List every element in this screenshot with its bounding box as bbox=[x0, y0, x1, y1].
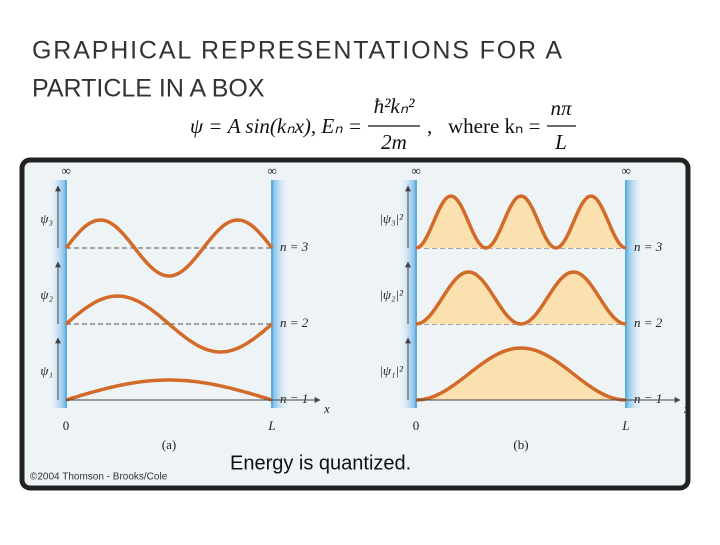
slide-title: GRAPHICAL REPRESENTATIONS FOR A bbox=[32, 37, 562, 65]
probability-area bbox=[416, 196, 626, 248]
y-label: ψ₁ bbox=[40, 363, 53, 378]
y-label: |ψ₃|² bbox=[379, 211, 404, 226]
equation-lhs: ψ = A sin(kₙx), Eₙ = bbox=[190, 114, 362, 138]
end-label: L bbox=[621, 418, 629, 433]
equation-numerator: ħ²kₙ² bbox=[374, 94, 415, 118]
wave-curve bbox=[64, 294, 274, 354]
probability-area bbox=[416, 272, 626, 324]
wave-curve bbox=[415, 270, 627, 326]
y-label: |ψ₁|² bbox=[379, 363, 404, 378]
infinity-label: ∞ bbox=[621, 163, 630, 178]
level-label: n = 1 bbox=[634, 391, 662, 406]
equation-numerator2: nπ bbox=[550, 96, 572, 120]
x-axis-label: x bbox=[323, 401, 330, 416]
y-label: |ψ₂|² bbox=[379, 287, 404, 302]
infinity-label: ∞ bbox=[61, 163, 70, 178]
level-label: n = 1 bbox=[280, 391, 308, 406]
panel-label: (a) bbox=[162, 437, 176, 452]
caption: Energy is quantized. bbox=[230, 452, 411, 474]
x-axis-label: x bbox=[683, 401, 690, 416]
wave-curve bbox=[64, 218, 274, 278]
credit: ©2004 Thomson - Brooks/Cole bbox=[30, 472, 168, 483]
probability-area bbox=[416, 348, 626, 400]
content: GRAPHICAL REPRESENTATIONS FOR A PARTICLE … bbox=[30, 37, 690, 483]
equation-denominator2: L bbox=[554, 130, 567, 154]
level-label: n = 2 bbox=[280, 315, 309, 330]
level-label: n = 2 bbox=[634, 315, 663, 330]
origin-label: 0 bbox=[413, 418, 420, 433]
end-label: L bbox=[267, 418, 275, 433]
wave-curve bbox=[65, 378, 273, 402]
equation-denominator: 2m bbox=[381, 130, 407, 154]
infinity-label: ∞ bbox=[411, 163, 420, 178]
y-label: ψ₃ bbox=[40, 211, 53, 226]
equation-where: where kₙ = bbox=[448, 114, 541, 138]
infinity-label: ∞ bbox=[267, 163, 276, 178]
level-label: n = 3 bbox=[280, 239, 309, 254]
wave-curve bbox=[415, 194, 627, 250]
panel-label: (b) bbox=[513, 437, 528, 452]
slide-title: PARTICLE IN A BOX bbox=[32, 75, 265, 103]
equation-comma: , bbox=[427, 114, 432, 138]
y-label: ψ₂ bbox=[40, 287, 53, 302]
origin-label: 0 bbox=[63, 418, 70, 433]
level-label: n = 3 bbox=[634, 239, 663, 254]
wall bbox=[272, 180, 288, 408]
wall bbox=[626, 180, 642, 408]
wave-curve bbox=[415, 346, 627, 402]
